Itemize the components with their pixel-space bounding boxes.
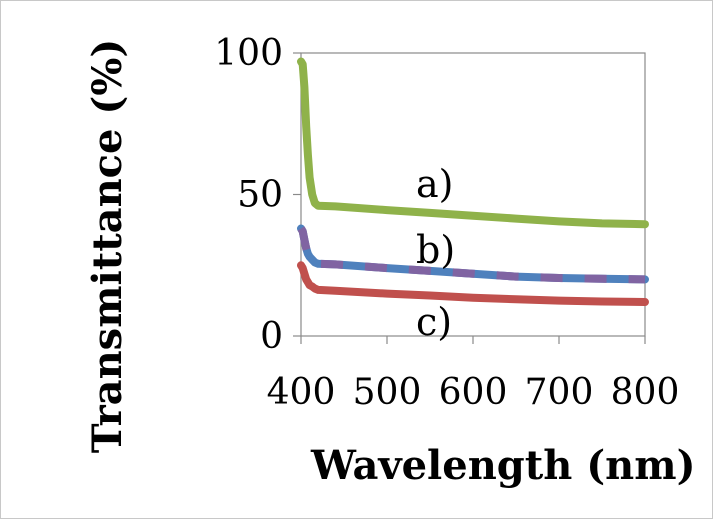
x-tick-label: 700	[525, 372, 594, 413]
x-tick-label: 400	[267, 372, 336, 413]
axes	[293, 52, 646, 344]
curve-label: b)	[416, 228, 455, 272]
x-tick-label: 600	[439, 372, 508, 413]
curve-labels: a) b) c)	[416, 162, 455, 344]
y-tick-label: 100	[214, 33, 283, 74]
y-axis-title: Transmittance (%)	[84, 39, 131, 454]
series-line-2-overlay	[297, 226, 646, 284]
y-tick-label: 0	[260, 316, 283, 357]
tick-labels: 0 50 100 400 500 600 700 800	[214, 33, 679, 413]
curve-label: a)	[416, 162, 453, 206]
series-layer	[297, 57, 649, 306]
series-line-1	[297, 57, 649, 229]
series-line-3	[297, 261, 649, 306]
x-tick-label: 500	[353, 372, 422, 413]
y-tick-label: 50	[237, 175, 283, 216]
x-axis-title: Wavelength (nm)	[310, 442, 696, 489]
x-tick-label: 800	[611, 372, 680, 413]
curve-label: c)	[416, 300, 452, 344]
